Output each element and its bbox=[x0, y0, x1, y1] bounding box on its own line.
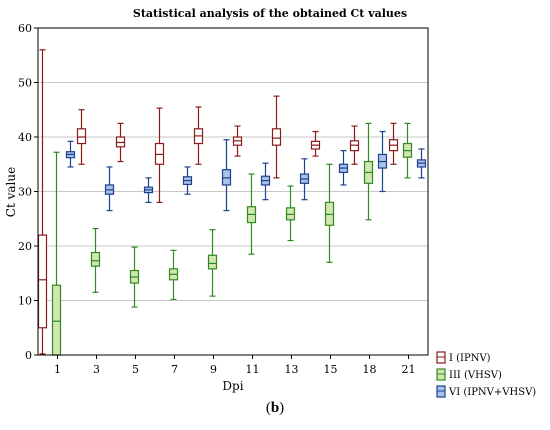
box-1-13 bbox=[271, 95, 282, 179]
box-iqr bbox=[90, 251, 101, 267]
x-tick-label: 5 bbox=[132, 363, 139, 376]
x-tick-label: 9 bbox=[210, 363, 217, 376]
box-1-9 bbox=[193, 106, 204, 165]
legend-label: VI (IPNV+VHSV) bbox=[448, 387, 536, 398]
x-axis-label: Dpi bbox=[222, 379, 243, 393]
box-3-15 bbox=[338, 150, 349, 186]
y-axis-label: Ct value bbox=[4, 167, 18, 217]
legend: I (IPNV) III (VHSV) VI (IPNV+VHSV) bbox=[436, 351, 536, 398]
legend-item: VI (IPNV+VHSV) bbox=[436, 385, 536, 398]
legend-item: I (IPNV) bbox=[436, 351, 491, 364]
x-tick-label: 1 bbox=[54, 363, 61, 376]
box-3-3 bbox=[104, 166, 115, 212]
box-2-7 bbox=[168, 249, 179, 301]
box-1-15 bbox=[310, 130, 321, 157]
figure-caption-letter: b bbox=[270, 400, 280, 416]
box-2-5 bbox=[129, 246, 140, 308]
figure-caption: (b) bbox=[265, 400, 285, 416]
box-3-5 bbox=[143, 177, 154, 203]
box-1-18 bbox=[349, 125, 360, 165]
x-tick-label: 11 bbox=[246, 363, 260, 376]
box-3-11 bbox=[260, 162, 271, 201]
box-iqr bbox=[76, 128, 87, 145]
y-tick-label: 40 bbox=[18, 131, 32, 144]
chart-title: Statistical analysis of the obtained Ct … bbox=[133, 7, 407, 20]
x-tick-label: 21 bbox=[402, 363, 416, 376]
box-1-1 bbox=[37, 49, 48, 355]
grid bbox=[38, 82, 428, 301]
y-tick-label: 60 bbox=[18, 22, 32, 35]
box-1-5 bbox=[115, 122, 126, 163]
y-tick-label: 20 bbox=[18, 240, 32, 253]
box-3-18 bbox=[377, 130, 388, 193]
x-tick-label: 15 bbox=[324, 363, 338, 376]
box-2-1 bbox=[51, 151, 62, 356]
box-2-11 bbox=[246, 173, 257, 255]
box-1-21 bbox=[388, 122, 399, 165]
box-3-21 bbox=[416, 148, 427, 179]
box-3-7 bbox=[182, 166, 193, 195]
box-1-3 bbox=[76, 109, 87, 165]
box-plot-chart: Statistical analysis of the obtained Ct … bbox=[4, 7, 536, 398]
box-2-15 bbox=[324, 163, 335, 263]
box-iqr bbox=[37, 234, 48, 329]
y-tick-label: 30 bbox=[18, 186, 32, 199]
x-tick-label: 3 bbox=[93, 363, 100, 376]
box-iqr bbox=[271, 128, 282, 146]
legend-label: I (IPNV) bbox=[449, 353, 491, 364]
box-iqr bbox=[207, 254, 218, 270]
plot-frame bbox=[37, 27, 429, 356]
x-tick-label: 13 bbox=[285, 363, 299, 376]
box-2-13 bbox=[285, 185, 296, 242]
box-2-18 bbox=[363, 122, 374, 221]
y-tick-label: 50 bbox=[18, 77, 32, 90]
x-tick-label: 18 bbox=[363, 363, 377, 376]
boxes bbox=[37, 49, 427, 356]
box-3-9 bbox=[221, 139, 232, 212]
x-tick-label: 7 bbox=[171, 363, 178, 376]
legend-item: III (VHSV) bbox=[436, 368, 502, 381]
box-2-9 bbox=[207, 229, 218, 297]
box-3-13 bbox=[299, 158, 310, 201]
box-iqr bbox=[51, 284, 62, 356]
box-1-11 bbox=[232, 125, 243, 157]
box-2-3 bbox=[90, 227, 101, 293]
box-2-21 bbox=[402, 122, 413, 179]
y-axis: 0 10 20 30 40 50 60 bbox=[18, 22, 38, 362]
legend-label: III (VHSV) bbox=[449, 370, 502, 381]
x-axis: 1 3 5 7 9 11 13 15 18 21 bbox=[54, 355, 416, 376]
y-tick-label: 10 bbox=[18, 295, 32, 308]
y-tick-label: 0 bbox=[25, 349, 32, 362]
box-3-1 bbox=[65, 140, 76, 168]
box-1-7 bbox=[154, 107, 165, 203]
